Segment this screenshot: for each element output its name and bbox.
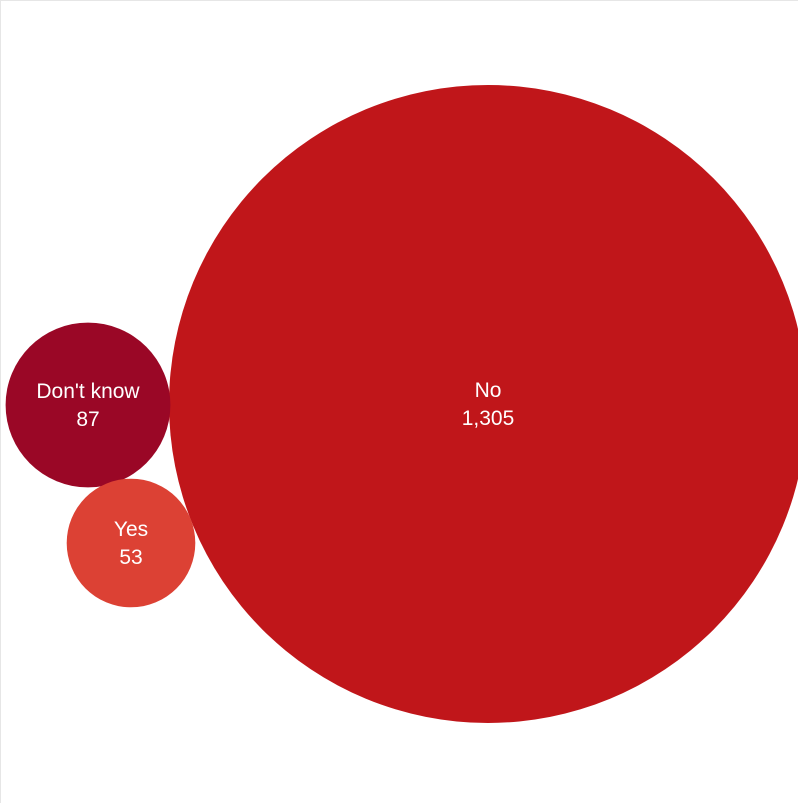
bubble-label-don-t-know: Don't know	[36, 380, 140, 403]
bubble-value-don-t-know: 87	[76, 408, 99, 431]
bubble-don-t-know[interactable]	[5, 322, 171, 488]
bubble-value-yes: 53	[119, 546, 142, 569]
bubble-value-no: 1,305	[462, 407, 515, 430]
bubble-no[interactable]	[169, 85, 798, 723]
bubble-label-yes: Yes	[114, 518, 148, 541]
bubble-yes[interactable]	[66, 478, 196, 608]
bubble-label-no: No	[475, 379, 502, 402]
